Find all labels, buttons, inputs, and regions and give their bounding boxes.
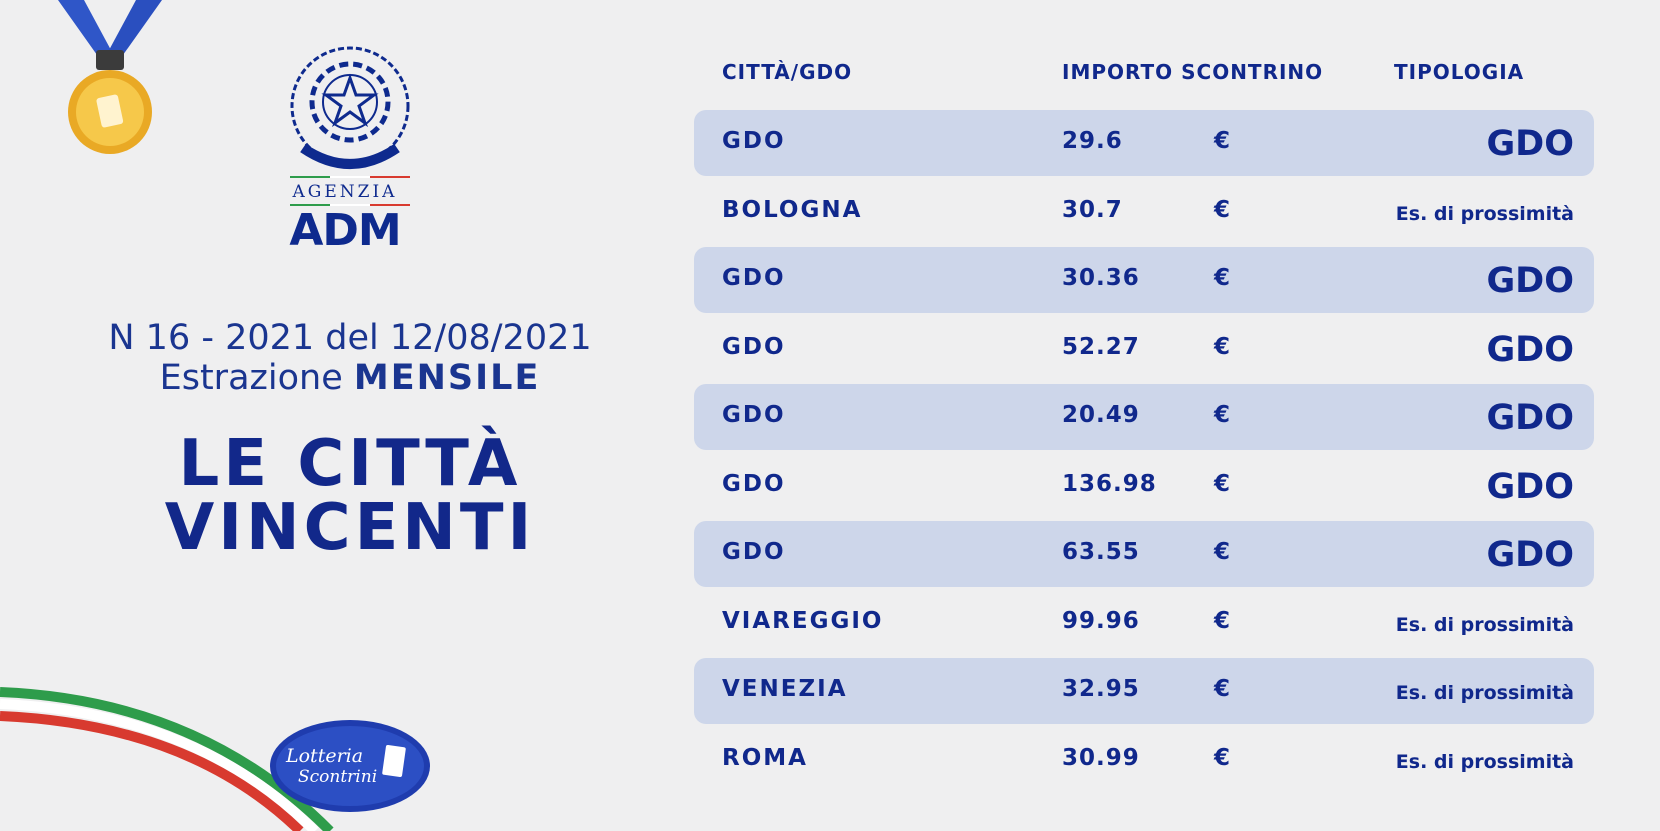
headline-line-2: VINCENTI xyxy=(164,491,536,565)
cell-city: VENEZIA xyxy=(722,676,848,702)
divider-tricolor xyxy=(290,204,410,206)
cell-city: GDO xyxy=(722,265,786,291)
cell-city: BOLOGNA xyxy=(722,196,863,223)
cell-currency: € xyxy=(1214,676,1231,702)
cell-currency: € xyxy=(1214,128,1231,154)
cell-type: GDO xyxy=(1486,329,1574,370)
cell-city: GDO xyxy=(722,402,786,428)
svg-text:Lotteria: Lotteria xyxy=(285,745,363,767)
cell-currency: € xyxy=(1214,402,1231,428)
cell-type: Es. di prossimità xyxy=(1395,682,1574,704)
cell-type: Es. di prossimità xyxy=(1395,613,1574,636)
cell-currency: € xyxy=(1214,539,1231,565)
cell-type: GDO xyxy=(1486,124,1574,164)
cell-amount: 99.96 xyxy=(1062,607,1140,634)
cell-type: GDO xyxy=(1486,261,1574,301)
table-row: GDO 29.6 € GDO xyxy=(694,110,1594,176)
cell-amount: 20.49 xyxy=(1062,402,1140,428)
cell-city: VIAREGGIO xyxy=(722,607,884,634)
cell-type: GDO xyxy=(1486,535,1574,575)
emblem-icon xyxy=(290,46,410,169)
header-amount: IMPORTO SCONTRINO xyxy=(1062,60,1324,84)
cell-type: GDO xyxy=(1486,398,1574,438)
cell-amount: 32.95 xyxy=(1062,676,1140,702)
cell-amount: 29.6 xyxy=(1062,128,1123,154)
cell-city: GDO xyxy=(722,333,786,360)
cell-currency: € xyxy=(1214,470,1231,497)
divider-tricolor xyxy=(290,176,410,178)
draw-type: Estrazione MENSILE xyxy=(40,358,660,398)
cell-currency: € xyxy=(1214,744,1231,771)
cell-currency: € xyxy=(1214,607,1231,634)
table-row: GDO 63.55 € GDO xyxy=(694,521,1594,587)
headline: LE CITTÀ VINCENTI xyxy=(40,432,660,560)
cell-amount: 30.7 xyxy=(1062,196,1123,223)
header-city: CITTÀ/GDO xyxy=(722,60,853,84)
table-row: VENEZIA 32.95 € Es. di prossimità xyxy=(694,658,1594,724)
header-type: TIPOLOGIA xyxy=(1394,60,1525,84)
headline-line-1: LE CITTÀ xyxy=(178,427,522,501)
table-row: VIAREGGIO 99.96 € Es. di prossimità xyxy=(694,590,1594,656)
cell-amount: 52.27 xyxy=(1062,333,1140,360)
cell-amount: 30.36 xyxy=(1062,265,1140,291)
cell-amount: 63.55 xyxy=(1062,539,1140,565)
draw-type-prefix: Estrazione xyxy=(159,358,343,398)
table-row: GDO 136.98 € GDO xyxy=(694,453,1594,519)
agency-logo-text: ADM xyxy=(289,205,401,256)
draw-type-value: MENSILE xyxy=(353,358,541,398)
cell-currency: € xyxy=(1214,265,1231,291)
cell-city: GDO xyxy=(722,539,786,565)
cell-currency: € xyxy=(1214,196,1231,223)
cell-type: GDO xyxy=(1486,466,1574,507)
cell-city: ROMA xyxy=(722,744,808,771)
table-row: GDO 52.27 € GDO xyxy=(694,316,1594,382)
table-row: GDO 30.36 € GDO xyxy=(694,247,1594,313)
cell-type: Es. di prossimità xyxy=(1395,202,1574,225)
table-row: BOLOGNA 30.7 € Es. di prossimità xyxy=(694,179,1594,245)
cell-type: Es. di prossimità xyxy=(1395,750,1574,773)
cell-city: GDO xyxy=(722,470,786,497)
table-row: ROMA 30.99 € Es. di prossimità xyxy=(694,727,1594,793)
medal-icon xyxy=(58,0,162,154)
cell-amount: 30.99 xyxy=(1062,744,1140,771)
svg-text:Scontrini: Scontrini xyxy=(298,767,377,787)
lottery-logo-icon: Lotteria Scontrini xyxy=(270,720,430,812)
agency-label: AGENZIA xyxy=(292,182,398,202)
cell-city: GDO xyxy=(722,128,786,154)
cell-currency: € xyxy=(1214,333,1231,360)
draw-number: N 16 - 2021 del 12/08/2021 xyxy=(108,318,592,358)
cell-amount: 136.98 xyxy=(1062,470,1157,497)
table-row: GDO 20.49 € GDO xyxy=(694,384,1594,450)
